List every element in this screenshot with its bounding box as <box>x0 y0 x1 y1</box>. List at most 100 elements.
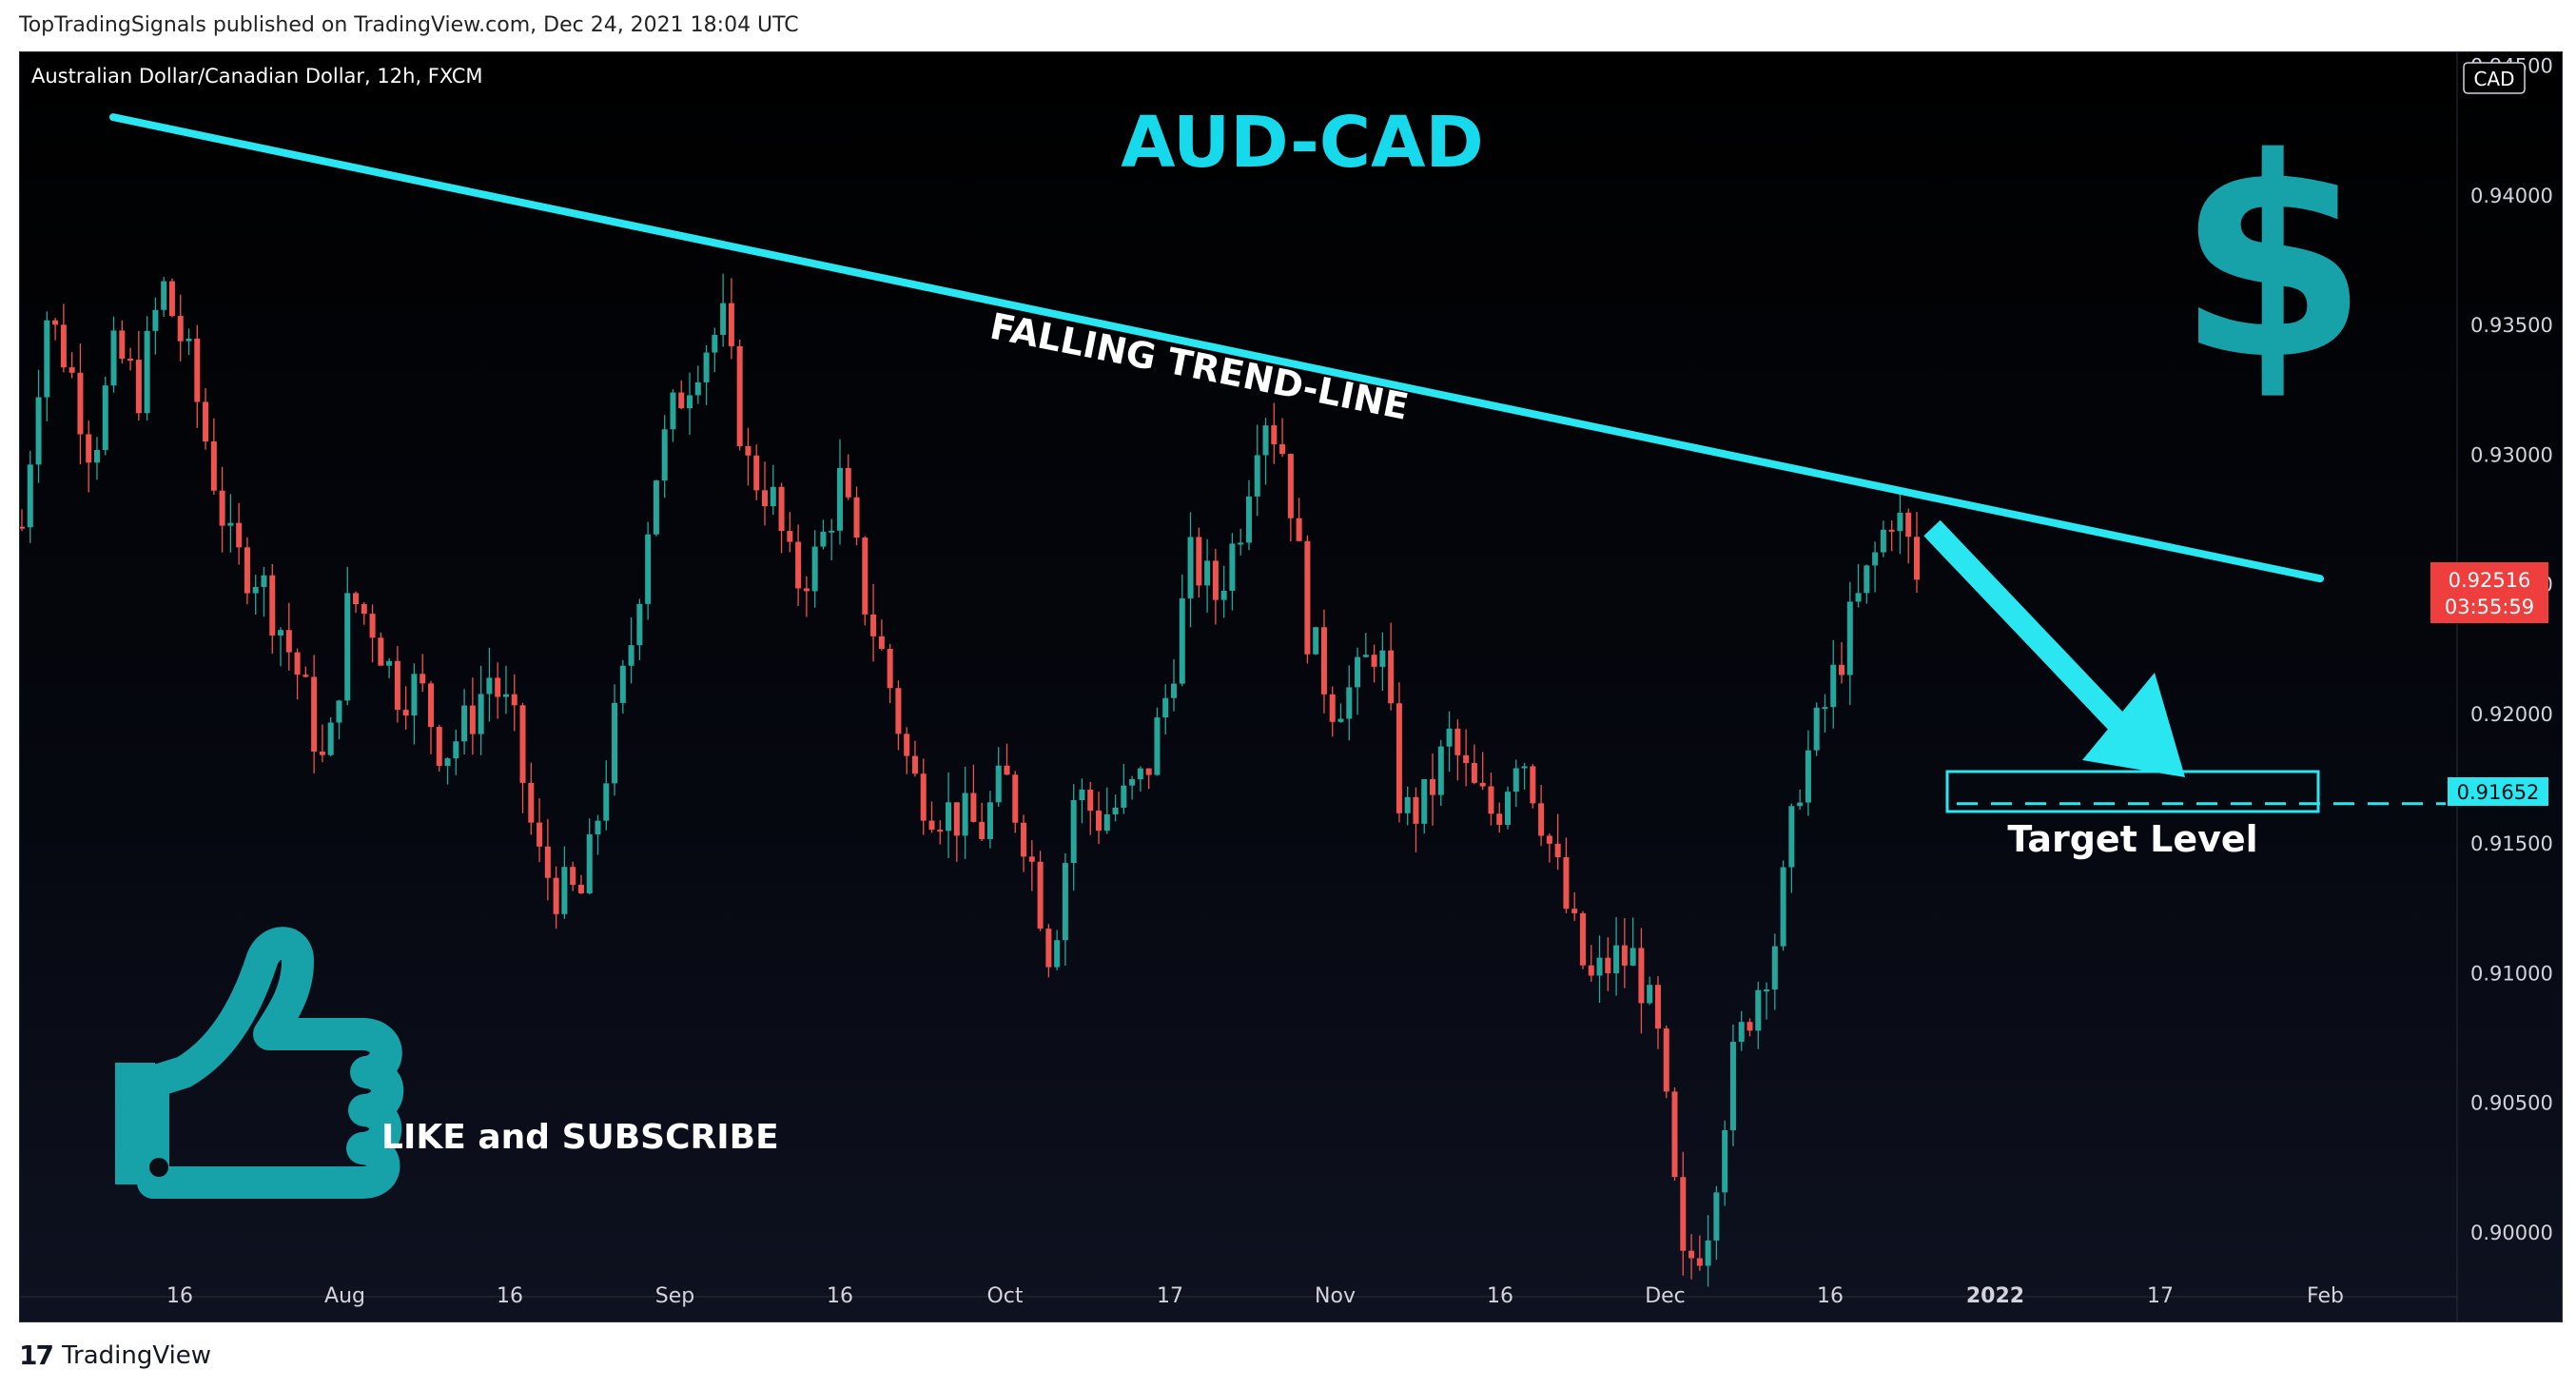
candle-body <box>1337 718 1344 722</box>
candle-body <box>511 694 517 706</box>
price-tick-label: 0.91000 <box>2470 962 2553 985</box>
candle-body <box>986 802 993 839</box>
candle-body <box>920 773 927 821</box>
publisher-line: TopTradingSignals published on TradingVi… <box>19 13 799 37</box>
candle-body <box>803 588 810 592</box>
svg-text:0.91652: 0.91652 <box>2457 781 2540 804</box>
candle-body <box>946 802 952 831</box>
candle-body <box>745 445 751 456</box>
price-axis-ticks[interactable]: 0.945000.940000.935000.930000.925000.920… <box>2470 55 2553 1244</box>
candle-body <box>1162 697 1169 718</box>
candle-body <box>636 603 643 646</box>
candle-body <box>1671 1091 1678 1178</box>
falling-trend-line[interactable] <box>109 113 2324 583</box>
candle-body <box>561 867 568 914</box>
candle-body <box>770 486 776 507</box>
candle-body <box>1154 717 1161 775</box>
candle-body <box>1488 786 1494 814</box>
candle-body <box>1705 1240 1711 1266</box>
target-zone-box[interactable] <box>1945 770 2320 813</box>
candle-body <box>427 683 434 728</box>
target-price-badge[interactable]: 0.91652 <box>2448 777 2548 806</box>
candle-body <box>319 751 325 755</box>
candle-body <box>1471 762 1477 783</box>
candle-body <box>862 538 868 615</box>
candle-body <box>1196 537 1202 586</box>
candle-body <box>1463 754 1470 763</box>
candle-body <box>1437 746 1444 795</box>
candle-body <box>20 526 25 529</box>
candle-body <box>1446 728 1453 747</box>
candle-body <box>1004 765 1010 775</box>
candle-body <box>1521 766 1528 769</box>
candle-body <box>778 486 785 532</box>
candle-body <box>369 614 376 638</box>
candle-body <box>1179 597 1185 684</box>
time-tick-label: 16 <box>1487 1284 1513 1308</box>
candle-body <box>762 490 769 507</box>
candle-body <box>110 330 117 386</box>
candle-body <box>937 830 944 832</box>
candle-body <box>486 677 493 694</box>
candle-body <box>210 441 217 491</box>
tradingview-footer[interactable]: 17 TradingView <box>19 1340 211 1371</box>
candle-body <box>895 688 902 734</box>
candle-body <box>1688 1250 1695 1259</box>
svg-text:CAD: CAD <box>2473 68 2514 90</box>
time-tick-label: 16 <box>827 1284 853 1308</box>
candle-body <box>1129 779 1136 786</box>
candle-body <box>1112 807 1119 814</box>
candle-body <box>1663 1028 1669 1092</box>
current-price-badge[interactable]: 0.92516 03:55:59 <box>2430 562 2548 623</box>
currency-badge[interactable]: CAD <box>2463 62 2526 94</box>
candle-body <box>244 547 250 594</box>
candle-body <box>469 705 476 734</box>
time-axis-ticks[interactable]: 16 Aug 16 Sep 16 Oct 17 Nov 16 Dec 16 2022 17 Feb <box>166 1284 2344 1308</box>
candle-body <box>1505 792 1512 825</box>
candle-body <box>1729 1042 1736 1131</box>
candle-body <box>86 434 92 463</box>
candle-body <box>537 822 543 847</box>
candle-body <box>161 281 167 310</box>
candle-body <box>845 467 851 498</box>
candle-body <box>144 330 150 414</box>
chart-panel[interactable]: FALLING TREND-LINE Target Level AUD-CAD … <box>19 51 2563 1322</box>
candle-body <box>1563 857 1570 910</box>
candle-body <box>1805 750 1811 803</box>
candle-body <box>628 645 634 666</box>
candle-body <box>327 722 334 755</box>
candle-body <box>1546 835 1552 844</box>
candle-body <box>420 674 426 684</box>
candle-body <box>595 820 601 835</box>
candle-body <box>887 648 893 689</box>
candle-body <box>1145 768 1152 775</box>
candle-body <box>528 782 535 823</box>
candle-body <box>829 530 835 533</box>
candlestick-chart[interactable]: FALLING TREND-LINE Target Level AUD-CAD … <box>20 52 2562 1321</box>
candle-body <box>645 534 652 604</box>
candle-body <box>1287 454 1294 518</box>
candle-body <box>1062 863 1068 941</box>
candle-body <box>1764 989 1770 992</box>
candle-body <box>1680 1177 1687 1251</box>
candle-body <box>1421 778 1428 824</box>
candle-body <box>1554 843 1561 858</box>
candle-body <box>1747 1022 1753 1031</box>
candle-body <box>1696 1258 1703 1266</box>
candle-body <box>820 531 827 547</box>
candle-body <box>1320 627 1327 694</box>
candle-body <box>1571 909 1578 913</box>
candle-body <box>93 449 100 463</box>
candle-body <box>687 395 693 409</box>
candle-body <box>77 372 84 435</box>
candle-body <box>68 367 75 373</box>
current-price-value: 0.92516 <box>2449 569 2531 592</box>
candle-body <box>1813 707 1820 751</box>
candle-body <box>1296 518 1302 541</box>
candle-body <box>1028 856 1035 862</box>
candle-body <box>1404 796 1411 813</box>
candle-body <box>586 834 593 893</box>
candle-body <box>1121 785 1127 808</box>
candle-body <box>378 637 384 666</box>
candle-body <box>386 660 393 666</box>
